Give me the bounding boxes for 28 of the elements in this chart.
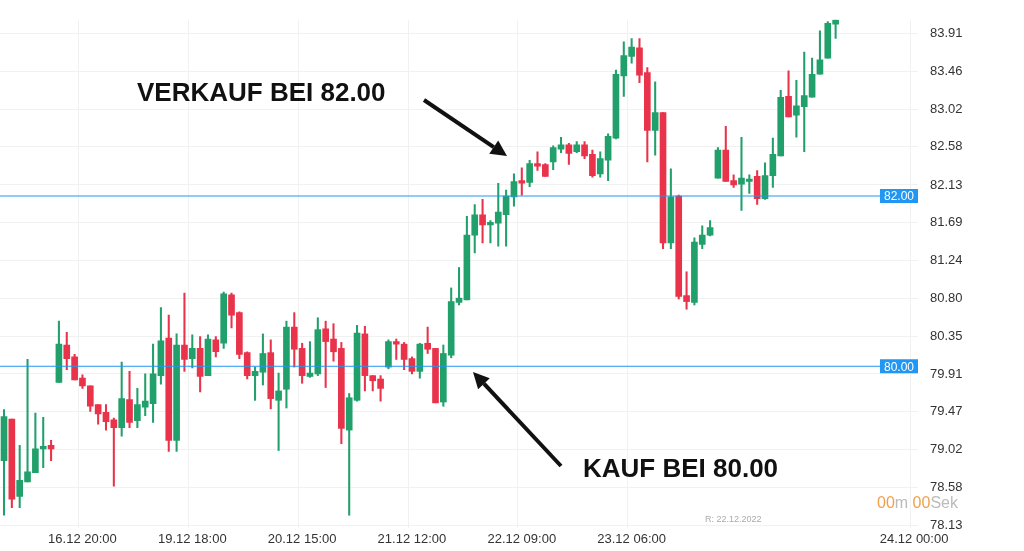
y-tick-label: 82.13 [930, 176, 963, 192]
candlestick [39, 417, 47, 468]
y-tick-label: 80.35 [930, 328, 963, 344]
y-tick-label: 79.02 [930, 441, 963, 457]
x-tick-label: 21.12 12:00 [377, 531, 447, 547]
y-tick-label: 83.91 [930, 25, 963, 40]
x-tick-label: 22.12 09:00 [487, 531, 557, 547]
y-tick-label: 83.46 [930, 63, 963, 79]
y-tick-label: 78.58 [930, 478, 963, 494]
x-tick-label: 24.12 00:00 [879, 531, 949, 547]
x-tick-label: 23.12 06:00 [597, 531, 666, 547]
x-tick-label: 16.12 20:00 [48, 531, 117, 547]
annotation: 00m 00Sek [877, 494, 958, 511]
annotation: VERKAUF BEI 82.00 [137, 77, 386, 108]
y-tick-label: 81.24 [930, 252, 963, 268]
x-tick-label: 19.12 18:00 [157, 531, 227, 547]
ref-line-label: 80.00 [883, 359, 915, 374]
annotation: R: 22.12.2022 [705, 514, 762, 524]
y-tick-label: 78.13 [930, 517, 963, 533]
y-tick-label: 79.47 [930, 402, 963, 418]
y-tick-label: 80.80 [930, 289, 963, 305]
ref-line-label: 82.00 [883, 189, 915, 204]
y-tick-label: 83.02 [930, 100, 963, 116]
x-tick-label: 20.12 15:00 [267, 531, 337, 547]
y-tick-label: 82.58 [930, 138, 963, 154]
y-tick-label: 81.69 [930, 213, 963, 229]
y-tick-label: 79.91 [930, 365, 963, 381]
annotation: KAUF BEI 80.00 [583, 453, 779, 484]
